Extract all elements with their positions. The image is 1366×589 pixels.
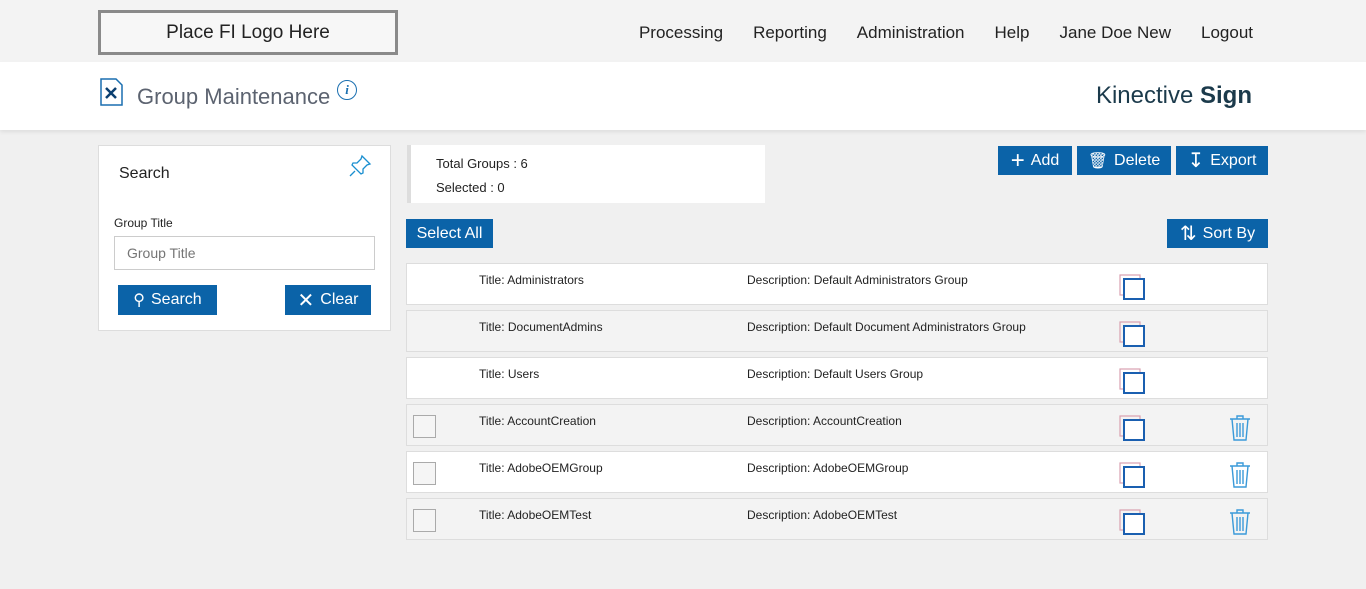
copy-icon[interactable] [1119,509,1145,535]
group-description: Description: Default Document Administra… [747,320,1026,334]
page-title: Group Maintenance [137,84,331,109]
group-title-input[interactable] [114,236,375,270]
sort-label: Sort By [1202,224,1256,242]
trash-icon[interactable] [1229,415,1251,441]
group-description: Description: AdobeOEMGroup [747,461,909,475]
group-title: Title: AccountCreation [479,414,596,428]
row-checkbox[interactable] [413,462,436,485]
group-description: Description: Default Administrators Grou… [747,273,968,287]
nav-administration[interactable]: Administration [856,23,965,42]
group-title: Title: AdobeOEMTest [479,508,592,522]
sort-by-button[interactable]: ⇅ Sort By [1167,219,1268,248]
group-row: Title: AccountCreation Description: Acco… [406,404,1268,446]
sort-icon: ⇅ [1179,223,1197,245]
copy-icon[interactable] [1119,368,1145,394]
group-description: Description: AccountCreation [747,414,902,428]
clear-button[interactable]: ✕ Clear [285,285,371,315]
group-row: Title: DocumentAdmins Description: Defau… [406,310,1268,352]
brand-bold: Sign [1200,82,1252,109]
logo-placeholder: Place FI Logo Here [98,10,398,55]
select-all-button[interactable]: Select All [406,219,493,248]
page-header: Group Maintenance Kinective Sign [0,62,1366,130]
export-button[interactable]: ↧ Export [1176,146,1268,175]
row-checkbox[interactable] [413,509,436,532]
copy-icon[interactable] [1119,462,1145,488]
document-tools-icon [100,78,123,106]
export-label: Export [1210,151,1257,169]
close-icon: ✕ [297,289,315,312]
copy-icon[interactable] [1119,415,1145,441]
group-description: Description: AdobeOEMTest [747,508,898,522]
group-title: Title: AdobeOEMGroup [479,461,603,475]
pin-icon[interactable] [348,154,372,178]
row-checkbox[interactable] [413,415,436,438]
nav-logout[interactable]: Logout [1201,23,1253,42]
delete-button[interactable]: 🗑 Delete [1077,146,1171,175]
plus-icon: + [1010,146,1025,174]
group-description: Description: Default Users Group [747,367,924,381]
search-button[interactable]: ⚲ Search [118,285,217,315]
group-row: Title: AdobeOEMGroup Description: AdobeO… [406,451,1268,493]
trash-icon: 🗑 [1087,152,1109,170]
brand: Kinective Sign [1096,82,1252,110]
nav-user[interactable]: Jane Doe New [1059,23,1171,42]
top-bar: Place FI Logo Here Processing Reporting … [0,0,1366,62]
search-icon: ⚲ [133,292,145,309]
trash-icon[interactable] [1229,462,1251,488]
search-panel-title: Search [119,165,170,182]
group-title-label: Group Title [114,216,173,230]
nav-help[interactable]: Help [994,23,1030,42]
trash-icon[interactable] [1229,509,1251,535]
search-button-label: Search [151,291,202,308]
copy-icon[interactable] [1119,274,1145,300]
total-groups: Total Groups : 6 [436,156,528,171]
main-nav: Processing Reporting Administration Help… [639,23,1253,43]
download-icon: ↧ [1187,150,1205,172]
nav-reporting[interactable]: Reporting [753,23,827,42]
group-title: Title: DocumentAdmins [479,320,603,334]
group-title: Title: Administrators [479,273,584,287]
group-row: Title: AdobeOEMTest Description: AdobeOE… [406,498,1268,540]
stats-box: Total Groups : 6 Selected : 0 [407,145,765,203]
group-title: Title: Users [479,367,540,381]
clear-button-label: Clear [320,291,359,308]
group-row: Title: Users Description: Default Users … [406,357,1268,399]
add-button[interactable]: + Add [998,146,1072,175]
info-icon[interactable]: i [337,80,357,100]
search-panel: Search Group Title ⚲ Search ✕ Clear [98,145,391,331]
delete-label: Delete [1114,151,1161,169]
nav-processing[interactable]: Processing [638,23,724,42]
add-label: Add [1030,151,1060,169]
group-row: Title: Administrators Description: Defau… [406,263,1268,305]
copy-icon[interactable] [1119,321,1145,347]
brand-light: Kinective [1095,82,1194,109]
selected-count: Selected : 0 [436,180,505,195]
